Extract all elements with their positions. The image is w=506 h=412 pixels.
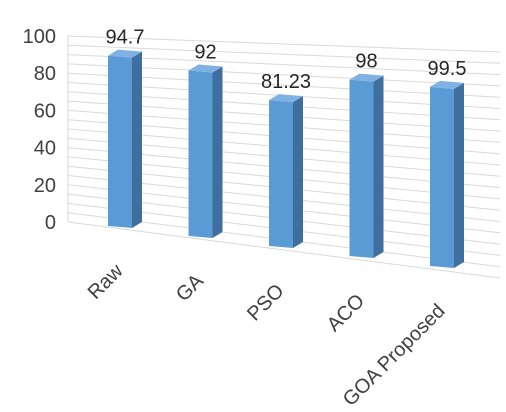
x-category-label: ACO <box>323 290 369 336</box>
bar-layer <box>108 49 464 268</box>
data-label: 81.23 <box>261 71 311 93</box>
value-labels: 94.7 92 81.23 98 99.5 <box>106 27 467 94</box>
data-label: 98 <box>355 51 377 73</box>
bar-top <box>349 73 384 82</box>
bar-top <box>188 64 223 73</box>
y-tick-label: 60 <box>34 100 56 122</box>
data-label: 94.7 <box>106 27 145 49</box>
y-axis-ticks: 0 20 40 60 80 100 <box>23 26 56 234</box>
bar-side <box>132 51 142 229</box>
y-tick-label: 80 <box>34 63 56 85</box>
bar-side <box>373 75 384 258</box>
gridline <box>67 35 501 53</box>
y-tick-label: 0 <box>45 212 56 234</box>
bar-front <box>108 55 132 229</box>
y-tick-label: 20 <box>34 175 56 197</box>
x-category-label: PSO <box>243 280 288 325</box>
x-category-label: GA <box>172 270 208 306</box>
x-category-label: Raw <box>84 260 128 304</box>
data-label: 92 <box>194 42 216 64</box>
gridline <box>67 44 501 64</box>
bar-front <box>269 100 293 248</box>
data-label: 99.5 <box>428 58 467 80</box>
bar-top <box>108 49 142 58</box>
bar-top <box>430 80 464 89</box>
bar-front <box>188 70 213 238</box>
bar-front <box>349 79 374 258</box>
bar-front <box>430 86 454 268</box>
bar-side <box>212 66 223 238</box>
bar-side <box>293 96 303 248</box>
y-tick-label: 100 <box>23 26 56 48</box>
bar-side <box>454 82 464 268</box>
bar-top <box>269 94 303 103</box>
y-tick-label: 40 <box>34 138 56 160</box>
gridline <box>67 221 501 279</box>
